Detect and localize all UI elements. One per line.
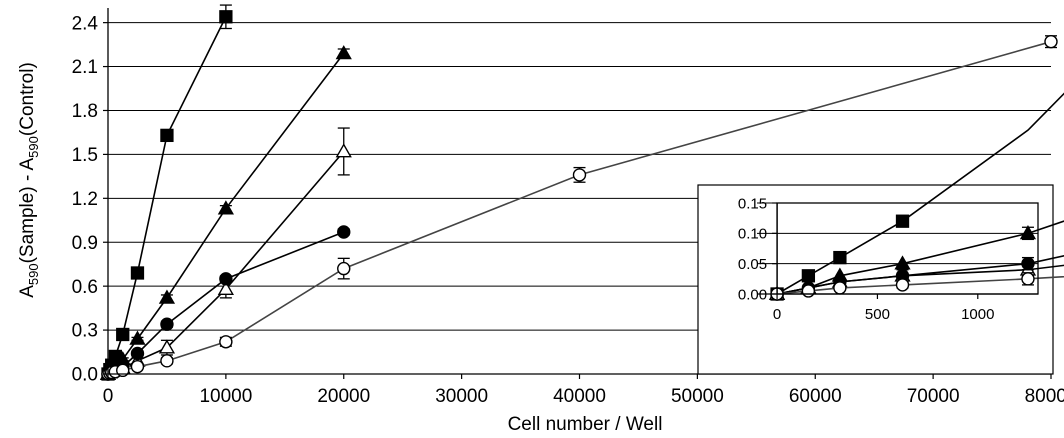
main-y-tick-label-1: 0.3 [72, 321, 98, 342]
main-series-filled-circle-point-7 [219, 272, 233, 286]
y-axis-title-part-1: A [17, 285, 38, 298]
main-series-open-circle-point-8 [337, 261, 351, 276]
main-series-filled-square-point-4 [116, 327, 130, 342]
main-series-filled-square-point-5 [130, 266, 145, 280]
main-series-filled-circle-point-5 [130, 346, 145, 361]
main-x-tick-label-3: 30000 [435, 386, 488, 407]
inset-series-open-circle-point-4 [1021, 272, 1035, 286]
y-axis-title-part-2: (Sample) - A [17, 157, 38, 263]
y-axis-title-subscript-1: 590 [26, 263, 41, 285]
main-series-filled-triangle [99, 45, 352, 380]
main-series-open-circle-point-5 [130, 359, 145, 374]
main-series-filled-triangle-point-7 [217, 200, 234, 215]
main-x-tick-label-1: 10000 [199, 386, 252, 407]
inset-series-open-circle-point-1 [801, 284, 816, 298]
inset-y-tick-label-2: 0.10 [738, 226, 767, 243]
main-series-filled-circle [101, 225, 351, 381]
main-tick-labels: 0.00.30.60.91.21.51.82.12.40 10000 20000 30… [72, 13, 1064, 407]
inset-plot-frame [776, 202, 1039, 295]
main-series-filled-triangle-point-6 [158, 289, 176, 304]
main-series-open-circle-point-10 [1044, 34, 1058, 49]
main-y-tick-label-7: 2.1 [72, 57, 98, 78]
inset-series-layer [768, 92, 1064, 301]
main-y-tick-label-0: 0.0 [72, 365, 98, 386]
main-series-open-triangle-point-6 [158, 339, 176, 354]
inset-series-filled-triangle-point-4 [1019, 225, 1037, 240]
main-series-open-circle-point-4 [116, 363, 130, 378]
main-x-tick-label-2: 20000 [317, 386, 370, 407]
main-x-tick-label-7: 70000 [907, 386, 960, 407]
inset-series-filled-square-point-2 [833, 250, 847, 265]
inset-y-tick-label-3: 0.15 [738, 195, 767, 212]
main-x-tick-label-5: 50000 [671, 386, 724, 407]
main-series-filled-square-point-7 [219, 10, 233, 24]
inset-axes [757, 202, 1039, 299]
main-series-filled-triangle-point-8 [335, 45, 352, 60]
main-series-open-triangle-point-8 [335, 143, 352, 158]
inset-series-open-circle-point-2 [833, 281, 847, 295]
main-y-tick-label-6: 1.8 [72, 101, 98, 122]
inset-chart: 0.00 0.05 0.10 0.15 0 500 1000 [697, 92, 1064, 375]
main-y-tick-label-3: 0.9 [72, 233, 98, 254]
main-y-tick-label-2: 0.6 [72, 277, 98, 298]
inset-frame [697, 184, 1054, 375]
main-series-filled-square-point-6 [160, 128, 174, 143]
main-series-filled-circle-point-6 [160, 317, 174, 331]
main-x-tick-label-8: 80000 [1025, 386, 1064, 407]
inset-series-open-circle-line [776, 275, 1064, 295]
x-axis-title: Cell number / Well [508, 414, 663, 435]
main-x-tick-label-4: 40000 [553, 386, 606, 407]
inset-x-tick-label-0: 0 [773, 306, 781, 323]
inset-x-tick-label-2: 1000 [961, 306, 994, 323]
main-series-filled-triangle-point-5 [129, 330, 146, 345]
inset-tick-labels: 0.00 0.05 0.10 0.15 0 500 1000 [738, 195, 995, 323]
inset-series-filled-square-point-3 [895, 214, 910, 228]
inset-y-tick-label-1: 0.05 [738, 256, 767, 273]
inset-series-filled-circle-point-4 [1021, 256, 1035, 271]
main-y-tick-label-8: 2.4 [72, 13, 99, 34]
main-series-open-circle-point-9 [572, 168, 587, 182]
main-series-open-circle-point-7 [219, 335, 233, 349]
main-y-tick-label-5: 1.5 [72, 145, 98, 166]
inset-x-tick-label-1: 500 [865, 306, 890, 323]
main-x-tick-label-0: 0 [103, 386, 114, 407]
main-y-tick-label-4: 1.2 [72, 189, 98, 210]
y-axis-title: A590(Sample) - A590(Control) [17, 62, 41, 298]
main-series-open-triangle-point-7 [217, 280, 234, 295]
y-axis-title-subscript-2: 590 [26, 136, 41, 158]
inset-y-tick-label-0: 0.00 [738, 286, 767, 303]
inset-series-open-circle-point-3 [895, 278, 910, 292]
main-series-open-circle-point-6 [160, 354, 174, 368]
y-axis-title-part-3: (Control) [17, 62, 38, 136]
main-x-tick-label-6: 60000 [789, 386, 842, 407]
main-series-filled-circle-point-8 [337, 225, 351, 239]
